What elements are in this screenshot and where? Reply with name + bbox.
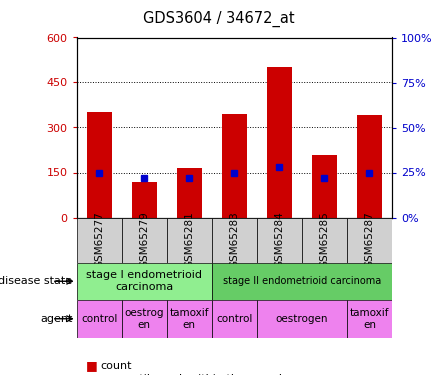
FancyBboxPatch shape <box>122 300 167 338</box>
FancyBboxPatch shape <box>347 217 392 262</box>
Text: tamoxif
en: tamoxif en <box>350 308 389 330</box>
Text: ■: ■ <box>85 372 97 375</box>
FancyBboxPatch shape <box>167 217 212 262</box>
Text: percentile rank within the sample: percentile rank within the sample <box>101 374 289 375</box>
Bar <box>222 114 247 218</box>
Text: disease state: disease state <box>0 276 72 286</box>
Text: GSM65284: GSM65284 <box>274 211 284 268</box>
FancyBboxPatch shape <box>212 217 257 262</box>
Text: GSM65277: GSM65277 <box>94 211 104 268</box>
Text: count: count <box>101 361 132 370</box>
Text: stage I endometrioid
carcinoma: stage I endometrioid carcinoma <box>86 270 202 292</box>
FancyBboxPatch shape <box>77 217 122 262</box>
FancyBboxPatch shape <box>212 300 257 338</box>
Text: oestrogen: oestrogen <box>276 314 328 324</box>
Text: oestrog
en: oestrog en <box>124 308 164 330</box>
FancyBboxPatch shape <box>212 262 392 300</box>
Text: ■: ■ <box>85 359 97 372</box>
Bar <box>267 68 292 218</box>
Bar <box>132 182 157 218</box>
Bar <box>312 154 337 218</box>
FancyBboxPatch shape <box>167 300 212 338</box>
Text: stage II endometrioid carcinoma: stage II endometrioid carcinoma <box>223 276 381 286</box>
FancyBboxPatch shape <box>257 217 302 262</box>
Bar <box>357 116 382 218</box>
Text: GDS3604 / 34672_at: GDS3604 / 34672_at <box>143 11 295 27</box>
Text: GSM65285: GSM65285 <box>319 211 329 268</box>
Text: GSM65281: GSM65281 <box>184 211 194 268</box>
FancyBboxPatch shape <box>302 217 347 262</box>
FancyBboxPatch shape <box>77 300 122 338</box>
FancyBboxPatch shape <box>77 262 212 300</box>
Text: control: control <box>81 314 117 324</box>
Text: GSM65279: GSM65279 <box>139 211 149 268</box>
FancyBboxPatch shape <box>257 300 347 338</box>
Text: control: control <box>216 314 253 324</box>
FancyBboxPatch shape <box>347 300 392 338</box>
FancyBboxPatch shape <box>122 217 167 262</box>
Bar <box>87 112 112 218</box>
Text: tamoxif
en: tamoxif en <box>170 308 209 330</box>
Text: GSM65287: GSM65287 <box>364 211 374 268</box>
Bar <box>177 168 201 217</box>
Text: GSM65283: GSM65283 <box>230 211 239 268</box>
Text: agent: agent <box>40 314 72 324</box>
